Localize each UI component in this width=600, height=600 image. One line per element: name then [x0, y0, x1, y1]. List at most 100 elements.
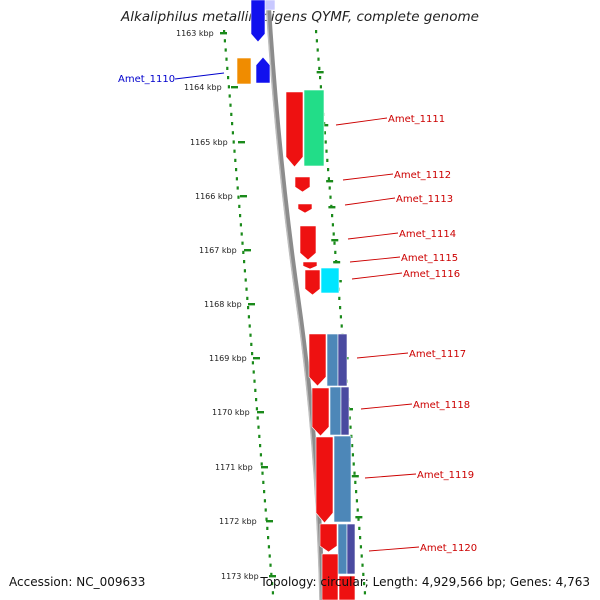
- ruler-dot: [317, 57, 320, 61]
- kbp-tick-label: 1166 kbp: [195, 192, 233, 201]
- gene-label-amet-1112: Amet_1112: [394, 170, 451, 181]
- ruler-dot: [260, 462, 263, 466]
- ruler-dot: [235, 168, 238, 172]
- ruler-dot: [225, 57, 228, 61]
- gene-conserved-amet-1120: [337, 523, 348, 575]
- ruler-dot: [359, 545, 363, 549]
- ruler-dot: [351, 444, 354, 448]
- ruler-dot: [338, 296, 341, 300]
- kbp-tick-dash: [248, 303, 255, 306]
- ruler-tick-dash: [331, 239, 339, 242]
- kbp-tick-dash: [253, 357, 260, 360]
- gene-arrow-amet-1112: [294, 176, 311, 193]
- ruler-dot: [224, 48, 227, 52]
- ruler-dot: [263, 490, 266, 494]
- ruler-dot: [264, 508, 267, 512]
- kbp-tick-label: 1173 kbp: [221, 572, 259, 581]
- gene-label-amet-1110: Amet_1110: [118, 74, 175, 85]
- ruler-dot: [316, 48, 319, 52]
- kbp-tick-dash: [231, 86, 238, 89]
- ruler-dot: [255, 407, 259, 411]
- ruler-dot: [339, 306, 342, 310]
- kbp-tick-label: 1165 kbp: [190, 138, 228, 147]
- gene-conserved2-amet-1120: [346, 523, 356, 575]
- ruler-dot: [231, 131, 235, 135]
- ruler-dot: [315, 30, 318, 34]
- ruler-dot: [263, 499, 267, 503]
- kbp-tick-dash: [238, 141, 245, 144]
- gene-label-amet-1114: Amet_1114: [399, 229, 456, 240]
- ruler-dot: [268, 554, 271, 558]
- gene-arrow-amet-1119: [315, 436, 334, 524]
- ruler-dot: [333, 241, 336, 245]
- ruler-dot: [237, 195, 240, 199]
- leader-line: [351, 272, 403, 280]
- ruler-dots-left: [220, 30, 276, 595]
- ruler-dot: [361, 563, 364, 567]
- leader-line: [349, 256, 401, 263]
- ruler-dot: [328, 186, 331, 190]
- ruler-dot: [234, 158, 237, 162]
- gene-conserved2-amet-1118: [340, 386, 350, 436]
- ruler-dot: [243, 269, 247, 273]
- leader-line: [342, 173, 394, 181]
- ruler-dot: [355, 490, 358, 494]
- ruler-dot: [245, 287, 248, 291]
- gene-track: [236, 0, 356, 600]
- gene-label-amet-1118: Amet_1118: [413, 400, 470, 411]
- ruler-dot: [248, 324, 251, 328]
- ruler-dot: [259, 444, 262, 448]
- kbp-tick-label: 1168 kbp: [204, 300, 242, 309]
- kbp-tick-dash: [266, 520, 273, 523]
- leader-line: [364, 473, 417, 479]
- ruler-dot: [226, 66, 229, 70]
- gene-conserved-amet-1111: [303, 89, 325, 167]
- ruler-dot: [358, 526, 361, 530]
- ruler-dot: [267, 536, 270, 540]
- ruler-dot: [239, 223, 243, 227]
- genome-title: Alkaliphilus metalliredigens QYMF, compl…: [121, 9, 479, 25]
- ruler-dot: [353, 471, 356, 475]
- ruler-tick-dash: [333, 261, 341, 264]
- ruler-dot: [350, 434, 353, 438]
- ruler-tick-dash: [345, 408, 353, 411]
- gene-arrow-amet-1114: [299, 225, 317, 261]
- ruler-tick-dash: [326, 180, 334, 183]
- gene-label-amet-1120: Amet_1120: [420, 543, 477, 554]
- gene-conserved-amet-1118: [329, 386, 342, 436]
- ruler-dot: [250, 342, 253, 346]
- ruler-dot: [332, 232, 335, 236]
- ruler-dot: [271, 582, 274, 586]
- ruler-dot: [269, 563, 272, 567]
- gene-arrow-blue-top: [250, 0, 266, 43]
- gene-conserved2-amet-1117: [337, 333, 348, 387]
- ruler-dot: [262, 480, 265, 484]
- ruler-dot: [252, 370, 255, 374]
- kbp-tick-dash: [240, 195, 247, 198]
- gene-arrow-amet-1117: [308, 333, 327, 387]
- ruler-dot: [318, 66, 321, 70]
- ruler-dot: [223, 39, 227, 43]
- ruler-dot: [354, 480, 357, 484]
- ruler-dot: [235, 177, 239, 181]
- ruler-dot: [227, 76, 230, 80]
- ruler-dot: [227, 85, 231, 89]
- ruler-dot: [261, 471, 264, 475]
- gene-arrow-amet-1118: [311, 387, 330, 437]
- gene-arrow-amet-1113: [297, 203, 313, 214]
- ruler-dot: [352, 462, 355, 466]
- gene-label-amet-1111: Amet_1111: [388, 114, 445, 125]
- ruler-dot: [254, 388, 257, 392]
- gene-label-amet-1113: Amet_1113: [396, 194, 453, 205]
- ruler-dot: [362, 572, 365, 576]
- gene-arrow-amet-1116: [304, 269, 321, 296]
- ruler-dot: [247, 315, 251, 319]
- ruler-dot: [246, 296, 249, 300]
- ruler-dot: [231, 122, 234, 126]
- ruler-dot: [270, 572, 273, 576]
- ruler-dot: [357, 517, 360, 521]
- ruler-dot: [247, 306, 250, 310]
- ruler-dot: [244, 278, 247, 282]
- ruler-dot: [242, 250, 245, 254]
